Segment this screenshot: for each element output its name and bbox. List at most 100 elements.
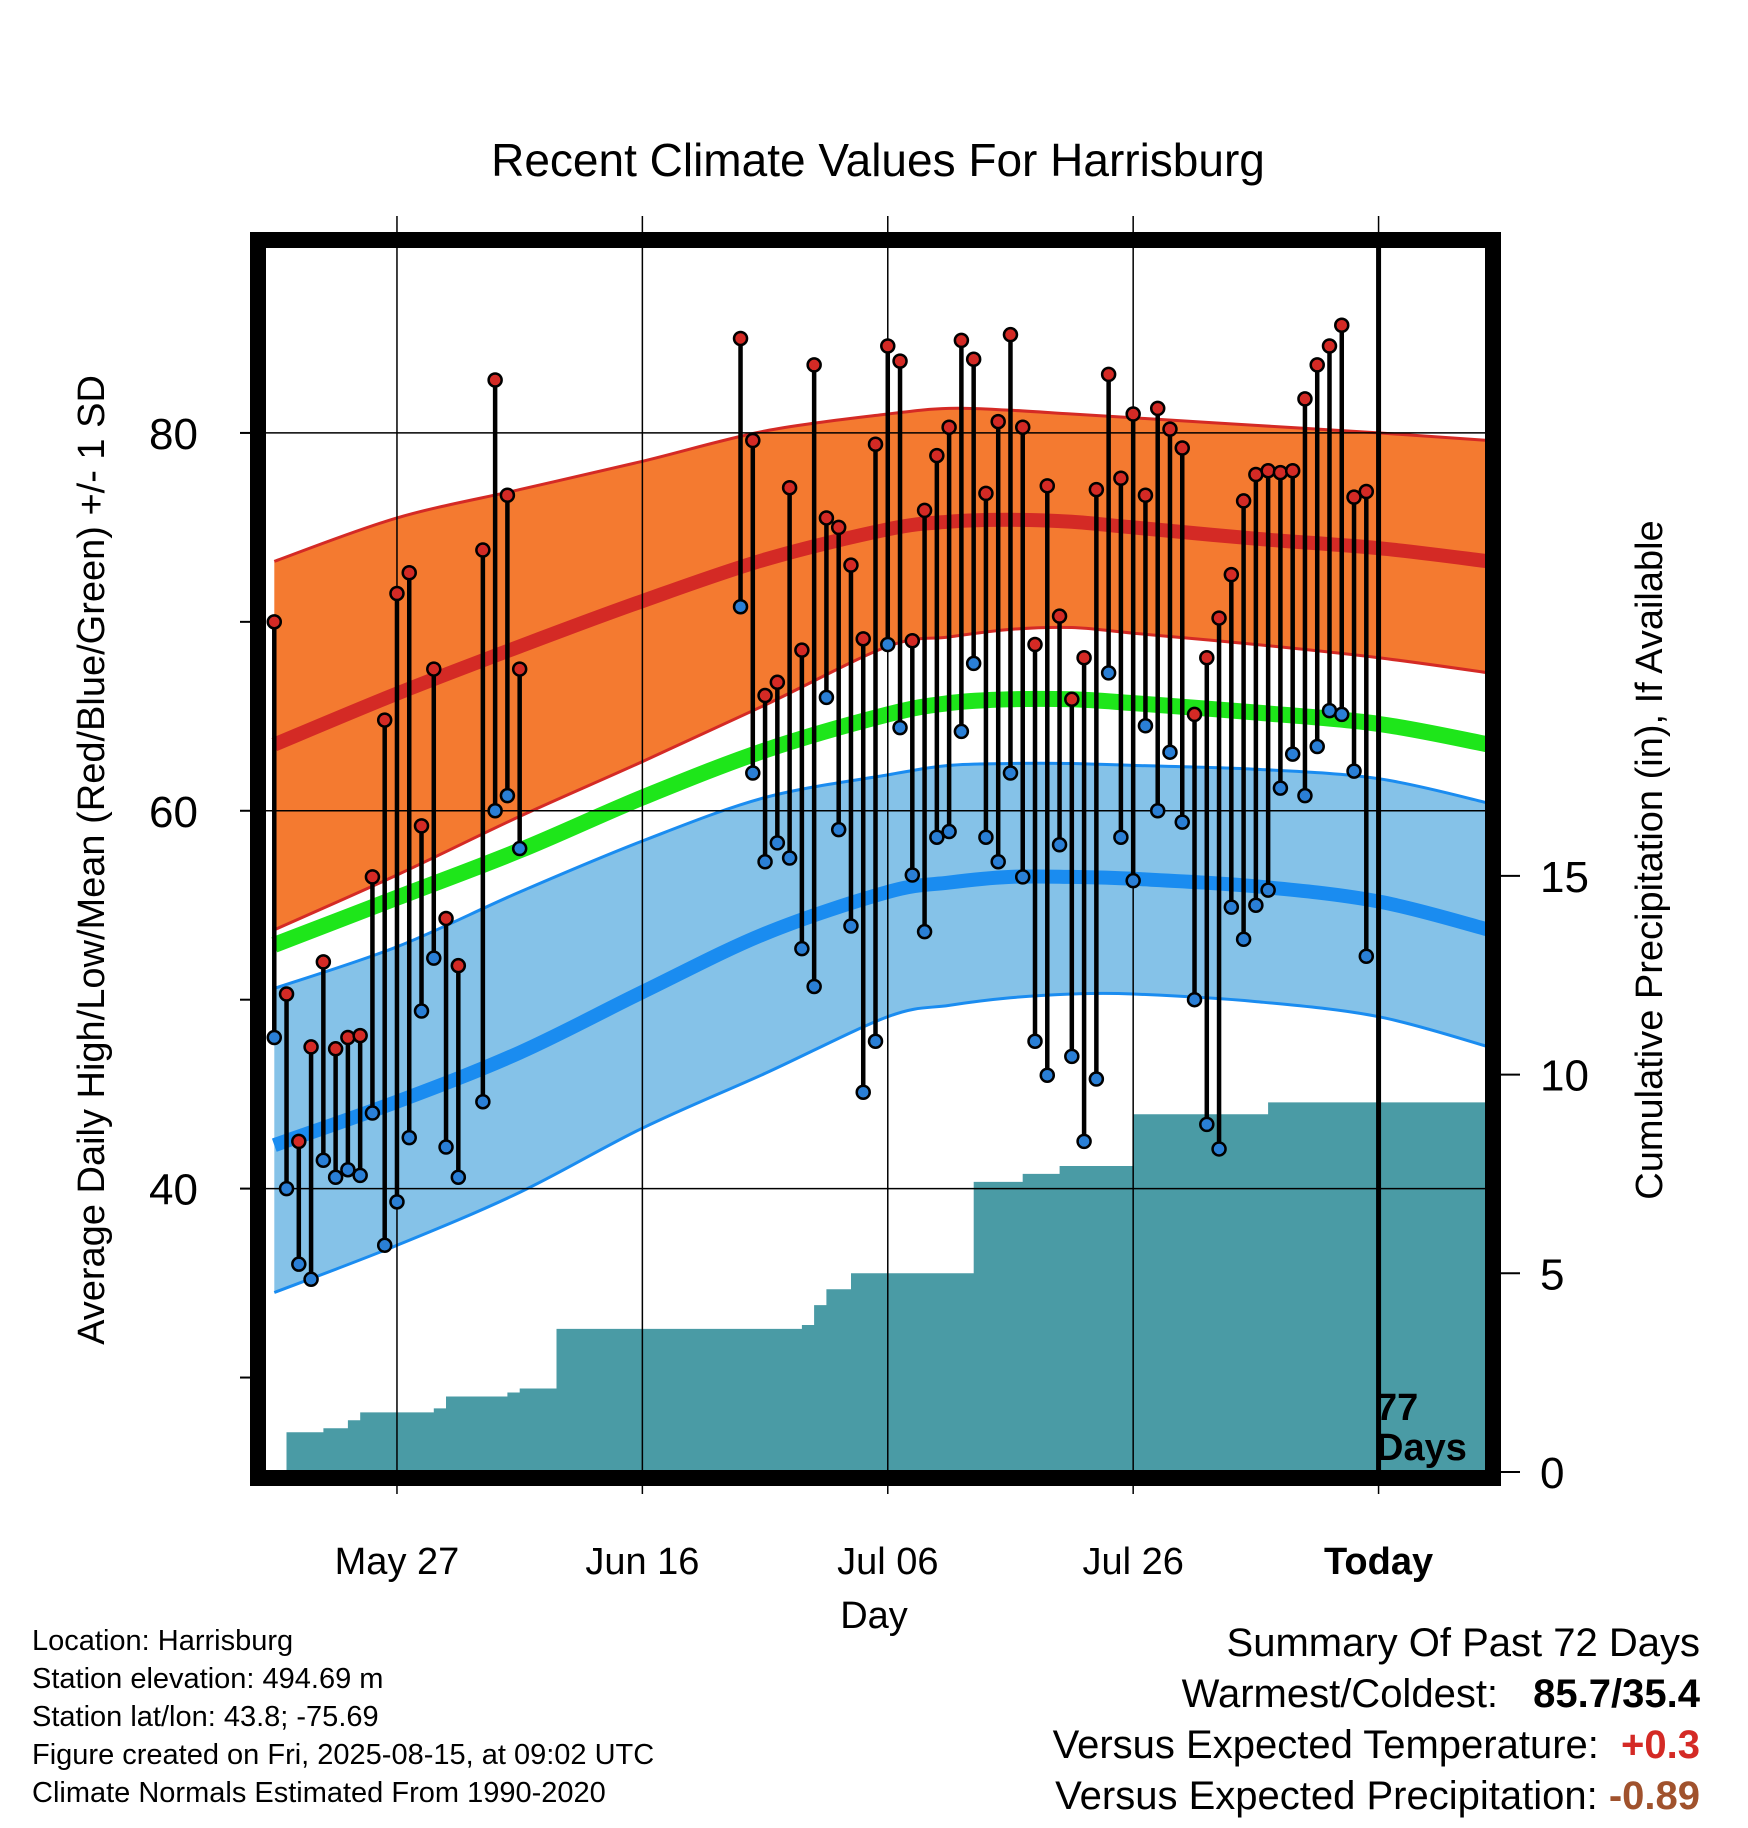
daily-high-point <box>953 332 970 349</box>
info-created: Figure created on Fri, 2025-08-15, at 09… <box>32 1739 655 1771</box>
daily-low-point <box>1346 763 1362 779</box>
daily-low-point <box>1272 780 1289 796</box>
y2-tick-label: 0 <box>1540 1449 1564 1498</box>
daily-high-point <box>1014 419 1031 436</box>
daily-low-point <box>278 1180 295 1197</box>
daily-high-point <box>511 661 528 677</box>
daily-low-point <box>1235 931 1252 947</box>
daily-low-point <box>266 1029 283 1046</box>
daily-low-point <box>830 821 847 838</box>
daily-high-point <box>904 632 921 649</box>
daily-high-point <box>732 330 749 347</box>
daily-high-point <box>327 1041 344 1057</box>
daily-low-point <box>806 978 822 995</box>
daily-high-point <box>892 353 908 369</box>
daily-low-point <box>487 803 503 819</box>
y2-tick-label: 5 <box>1540 1250 1564 1299</box>
daily-high-point <box>769 674 786 691</box>
daily-high-point <box>830 519 847 536</box>
daily-high-point <box>413 818 430 834</box>
daily-low-point <box>1076 1133 1092 1150</box>
daily-high-point <box>1272 464 1289 481</box>
daily-low-point <box>965 655 982 672</box>
today-days-label: Days <box>1376 1427 1467 1469</box>
daily-low-point <box>1297 787 1313 804</box>
daily-high-point <box>1149 400 1166 417</box>
daily-low-point <box>1248 897 1264 913</box>
daily-low-point <box>1199 1116 1215 1133</box>
low-lower-line <box>273 991 1489 1294</box>
daily-high-point <box>1039 478 1056 494</box>
daily-low-point <box>401 1129 417 1146</box>
daily-high-point <box>867 436 884 453</box>
daily-high-point <box>1223 566 1240 583</box>
daily-high-point <box>1211 610 1227 626</box>
daily-high-point <box>843 557 859 573</box>
daily-high-point <box>1309 357 1325 373</box>
daily-low-point <box>757 854 773 870</box>
x-tick-label: May 27 <box>335 1541 460 1583</box>
daily-low-point <box>745 765 761 781</box>
y-tick-label: 40 <box>149 1166 198 1215</box>
info-normals: Climate Normals Estimated From 1990-2020 <box>32 1777 606 1809</box>
daily-high-point <box>965 351 982 367</box>
summary-panel: Summary Of Past 72 Days Warmest/Coldest:… <box>1053 1618 1700 1822</box>
daily-high-point <box>1162 421 1178 437</box>
daily-low-point <box>376 1237 393 1254</box>
daily-high-point <box>941 419 957 436</box>
daily-high-point <box>1051 608 1068 624</box>
daily-low-point <box>732 598 749 615</box>
daily-high-point <box>1358 483 1375 500</box>
y-tick-label: 60 <box>149 788 198 837</box>
daily-low-point <box>1014 869 1031 885</box>
x-tick-label: Jul 26 <box>1082 1541 1183 1583</box>
summary-warmest-coldest: Warmest/Coldest: 85.7/35.4 <box>1053 1669 1700 1720</box>
daily-low-point <box>1149 803 1166 819</box>
summary-temperature: Versus Expected Temperature: +0.3 <box>1053 1720 1700 1771</box>
daily-high-point <box>1088 481 1105 498</box>
daily-low-point <box>818 689 835 706</box>
daily-high-point <box>1334 317 1350 333</box>
daily-high-point <box>266 614 283 630</box>
daily-low-point <box>499 787 516 804</box>
x-tick-label: Jun 16 <box>585 1541 699 1583</box>
precip-vs-expected-label: Versus Expected Precipitation: <box>1055 1774 1598 1818</box>
daily-low-point <box>1039 1067 1056 1084</box>
daily-high-point <box>990 413 1006 430</box>
today-days-count: 77 <box>1376 1387 1418 1429</box>
daily-high-point <box>1235 493 1252 509</box>
daily-high-point <box>1125 406 1141 422</box>
daily-low-point <box>1051 837 1068 853</box>
daily-low-point <box>1027 1033 1043 1050</box>
daily-high-point <box>1076 649 1092 666</box>
y2-tick-label: 15 <box>1540 853 1589 902</box>
daily-high-point <box>340 1029 356 1046</box>
daily-high-point <box>745 432 761 449</box>
daily-low-point <box>352 1167 368 1184</box>
daily-high-point <box>278 986 295 1002</box>
y-axis-label-left: Average Daily High/Low/Mean (Red/Blue/Gr… <box>71 375 113 1345</box>
daily-high-point <box>794 642 810 658</box>
daily-high-point <box>438 910 454 927</box>
y-tick-label: 80 <box>149 410 198 459</box>
info-elevation: Station elevation: 494.69 m <box>32 1663 384 1695</box>
daily-high-point <box>487 372 503 388</box>
temp-vs-expected-value: +0.3 <box>1621 1723 1700 1767</box>
daily-high-point <box>389 585 405 602</box>
warmest-coldest-value: 85.7/35.4 <box>1533 1672 1700 1716</box>
daily-high-point <box>1297 391 1313 407</box>
daily-low-point <box>1309 738 1325 755</box>
daily-high-point <box>364 869 381 885</box>
daily-high-point <box>1100 366 1117 383</box>
daily-high-point <box>781 479 798 496</box>
daily-marks <box>266 317 1375 1288</box>
daily-high-point <box>499 487 516 504</box>
daily-low-point <box>904 867 921 883</box>
precip-vs-expected-value: -0.89 <box>1608 1774 1700 1818</box>
daily-low-point <box>941 823 957 840</box>
daily-low-point <box>315 1152 332 1169</box>
daily-low-point <box>426 950 442 966</box>
daily-low-point <box>511 840 528 857</box>
daily-low-point <box>1088 1071 1105 1087</box>
